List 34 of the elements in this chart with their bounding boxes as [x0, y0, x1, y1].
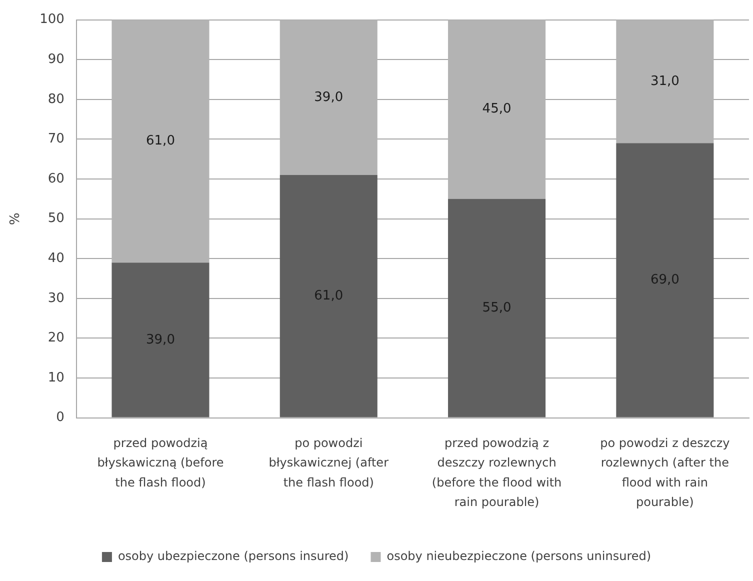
y-tick-label: 0: [56, 410, 64, 426]
y-tick-label: 80: [48, 92, 64, 107]
data-label: 61,0: [146, 134, 175, 149]
data-label: 39,0: [146, 332, 175, 348]
y-axis-title: %: [8, 212, 24, 225]
y-tick-label: 90: [48, 52, 64, 67]
y-tick-label: 70: [48, 132, 64, 147]
data-label: 31,0: [650, 74, 680, 89]
data-label: 69,0: [650, 272, 680, 288]
y-tick-label: 40: [48, 250, 64, 266]
bar: [448, 198, 546, 418]
data-label: 39,0: [314, 90, 344, 105]
legend-label: osoby nieubezpieczone (persons uninsured): [386, 549, 652, 564]
bar: [280, 20, 378, 176]
y-tick-label: 20: [48, 330, 64, 346]
data-label: 45,0: [482, 102, 512, 117]
bar: [616, 143, 714, 418]
bar: [616, 20, 714, 144]
x-tick-label: przed powodzią błyskawiczną (before the flash flood): [97, 436, 224, 490]
bar: [448, 20, 546, 199]
bar: [112, 262, 210, 418]
y-tick-label: 100: [40, 12, 64, 28]
bar: [112, 20, 210, 263]
y-tick-label: 60: [48, 171, 64, 186]
bar: [280, 175, 378, 418]
y-tick-label: 10: [48, 370, 64, 386]
x-tick-label: po powodzi błyskawicznej (after the flash flood): [268, 436, 389, 490]
data-label: 61,0: [314, 288, 344, 304]
data-label: 55,0: [482, 300, 512, 316]
legend-label: osoby ubezpieczone (persons insured): [118, 549, 349, 564]
y-tick-label: 50: [48, 211, 64, 226]
x-tick-label: po powodzi z deszczy rozlewnych (after the flood with rain pourable): [600, 436, 730, 510]
x-tick-label: przed powodzią z deszczy rozlewnych (before the flood with rain pourable): [432, 436, 562, 510]
y-tick-label: 30: [48, 290, 64, 306]
